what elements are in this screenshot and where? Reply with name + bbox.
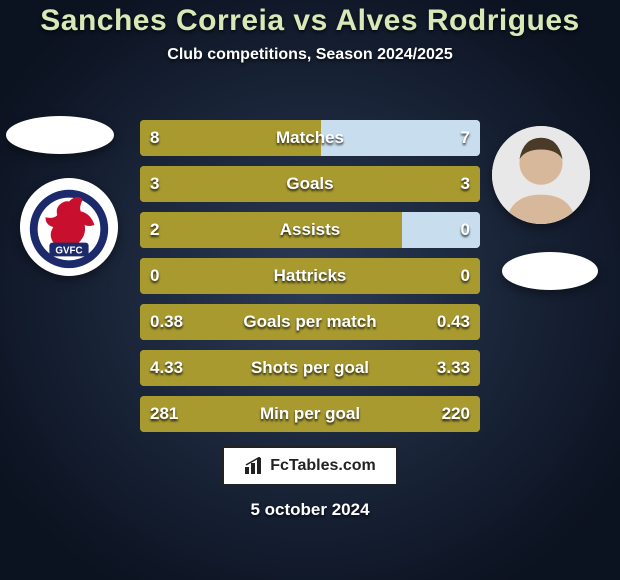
fctables-badge-label: FcTables.com [270,457,376,475]
subtitle: Club competitions, Season 2024/2025 [0,46,620,64]
infographic-root: Sanches Correia vs Alves Rodrigues Club … [0,0,620,580]
stat-value-right: 220 [442,404,470,424]
svg-text:GVFC: GVFC [55,245,82,256]
stat-label: Goals [286,174,333,194]
stat-value-right: 0 [461,266,470,286]
stat-label: Hattricks [274,266,347,286]
stats-bar-chart: 8 7 Matches 3 3 Goals 2 0 Assists 0 0 Hattricks 0.38… [140,120,480,442]
player-left-name-ellipse [6,116,114,154]
club-crest-icon: GVFC [20,178,118,276]
stat-bar-right [321,120,480,156]
stat-bar-left [140,212,402,248]
stat-value-left: 2 [150,220,159,240]
stat-value-left: 0.38 [150,312,183,332]
fctables-badge[interactable]: FcTables.com [222,446,398,486]
stat-value-left: 8 [150,128,159,148]
bar-chart-icon [244,457,264,475]
stat-value-left: 281 [150,404,178,424]
stat-row: 281 220 Min per goal [140,396,480,432]
player-right-name-ellipse [502,252,598,290]
stat-label: Assists [280,220,340,240]
stat-value-right: 0 [461,220,470,240]
stat-value-right: 7 [461,128,470,148]
date-label: 5 october 2024 [250,500,369,520]
stat-label: Goals per match [243,312,376,332]
stat-label: Matches [276,128,344,148]
stat-row: 4.33 3.33 Shots per goal [140,350,480,386]
stat-value-left: 4.33 [150,358,183,378]
stat-label: Shots per goal [251,358,369,378]
avatar-placeholder-icon [492,126,590,224]
stat-row: 3 3 Goals [140,166,480,202]
player-left-club-crest: GVFC [20,178,118,276]
stat-value-right: 3.33 [437,358,470,378]
stat-row: 0.38 0.43 Goals per match [140,304,480,340]
player-right-photo [492,126,590,224]
stat-value-left: 3 [150,174,159,194]
stat-row: 0 0 Hattricks [140,258,480,294]
stat-row: 2 0 Assists [140,212,480,248]
stat-value-right: 0.43 [437,312,470,332]
stat-value-left: 0 [150,266,159,286]
page-title: Sanches Correia vs Alves Rodrigues [0,4,620,38]
stat-label: Min per goal [260,404,360,424]
stat-row: 8 7 Matches [140,120,480,156]
stat-value-right: 3 [461,174,470,194]
